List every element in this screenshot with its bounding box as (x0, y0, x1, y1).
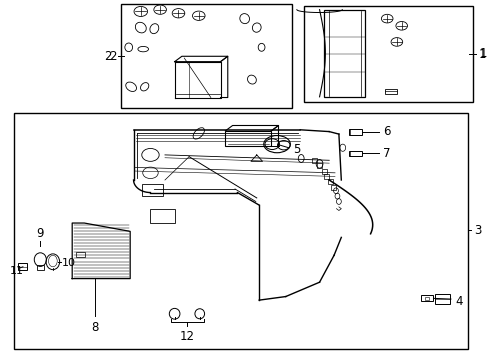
Bar (324, 10, 365, 97)
Bar (330, 185, 335, 190)
Bar (317, 163, 321, 168)
Text: 4: 4 (455, 296, 462, 309)
Bar (120, 4, 291, 108)
Bar (225, 131, 271, 146)
Text: 6: 6 (383, 125, 390, 139)
Text: 1: 1 (478, 48, 486, 61)
Text: 11: 11 (9, 266, 23, 276)
Bar (434, 294, 449, 304)
Text: 2: 2 (104, 50, 112, 63)
Bar (14, 113, 468, 348)
Text: 12: 12 (179, 329, 194, 343)
Bar (150, 209, 174, 223)
Text: 10: 10 (61, 258, 76, 268)
Bar (424, 297, 428, 300)
Text: 5: 5 (292, 143, 300, 156)
Text: 8: 8 (92, 320, 99, 334)
Bar (384, 89, 396, 94)
Bar (327, 179, 332, 184)
Text: 2: 2 (109, 50, 116, 63)
Bar (312, 158, 317, 163)
Bar (142, 184, 162, 196)
Bar (18, 263, 27, 270)
Text: 3: 3 (473, 224, 481, 237)
Bar (76, 252, 85, 257)
Text: 9: 9 (37, 227, 44, 240)
Bar (348, 150, 361, 156)
Text: 7: 7 (383, 147, 390, 160)
Bar (348, 129, 361, 135)
Bar (324, 174, 328, 179)
Bar (321, 168, 326, 174)
Bar (304, 6, 472, 102)
Text: 1: 1 (479, 47, 487, 60)
Bar (37, 265, 44, 270)
Bar (420, 296, 432, 301)
